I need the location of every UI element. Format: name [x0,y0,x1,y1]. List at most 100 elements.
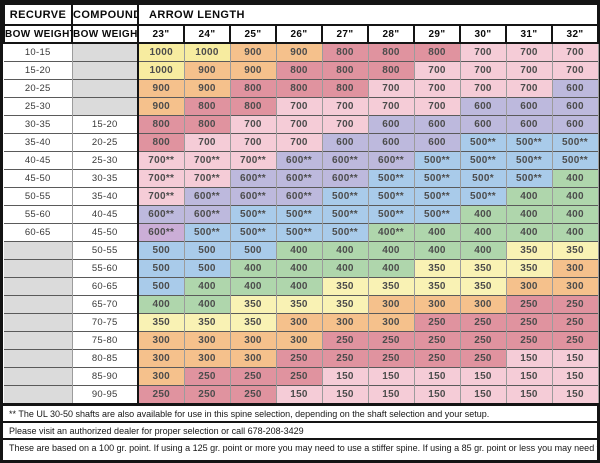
spine-cell: 600** [184,186,231,205]
spine-cell: 150 [506,366,553,385]
spine-cell: 700 [414,78,461,97]
spine-cell: 150 [414,366,461,385]
spine-cell: 350 [276,294,323,313]
spine-cell: 700 [230,114,277,133]
compound-weight-cell: 25-30 [72,150,139,169]
spine-cell: 300 [276,330,323,349]
spine-cell: 500 [184,258,231,277]
spine-cell: 150 [276,384,323,403]
column-header-length-26: 26" [275,24,323,44]
compound-weight-cell: 35-40 [72,186,139,205]
spine-cell: 700** [184,150,231,169]
column-header-length-27: 27" [321,24,369,44]
recurve-weight-cell [4,312,73,331]
spine-cell: 500** [322,222,369,241]
spine-cell: 150 [460,384,507,403]
spine-cell: 800 [276,60,323,79]
spine-cell: 250 [368,348,415,367]
header-row-main: RECURVE COMPOUND ARROW LENGTH [3,3,600,26]
compound-header: COMPOUND [71,3,139,26]
compound-weight-cell: 55-60 [72,258,139,277]
spine-cell: 250 [460,330,507,349]
table-row: 85-90 300 250 250 250 150 150 150 150 150 150 [4,366,599,385]
spine-cell: 150 [322,366,369,385]
spine-cell: 400 [552,186,599,205]
spine-cell: 300 [184,348,231,367]
spine-cell: 700 [184,132,231,151]
spine-cell: 300 [552,258,599,277]
spine-cell: 700** [230,150,277,169]
spine-cell: 150 [368,366,415,385]
spine-cell: 500** [322,204,369,223]
spine-cell: 250 [460,348,507,367]
spine-cell: 250 [552,330,599,349]
spine-cell: 900 [137,78,185,97]
table-row: 65-70 400 400 350 350 350 300 300 300 250 250 [4,294,599,313]
spine-cell: 400 [460,240,507,259]
spine-cell: 250 [506,294,553,313]
spine-cell: 900 [230,42,277,61]
spine-cell: 700 [368,78,415,97]
recurve-weight-cell: 10-15 [4,42,73,61]
spine-cell: 600 [414,114,461,133]
spine-cell: 150 [552,348,599,367]
spine-cell: 700 [230,132,277,151]
column-header-length-24: 24" [183,24,231,44]
recurve-weight-cell: 25-30 [4,96,73,115]
compound-weight-cell: 60-65 [72,276,139,295]
spine-cell: 800 [322,78,369,97]
compound-weight-cell: 80-85 [72,348,139,367]
spine-cell: 600** [368,150,415,169]
table-row: 55-60 500 500 400 400 400 400 350 350 350 300 [4,258,599,277]
spine-cell: 900 [230,60,277,79]
spine-cell: 900 [276,42,323,61]
spine-cell: 300 [137,330,185,349]
recurve-weight-cell: 55-60 [4,204,73,223]
recurve-weight-cell: 35-40 [4,132,73,151]
spine-cell: 700 [460,60,507,79]
spine-cell: 250 [184,384,231,403]
table-row: 50-55 500 500 500 400 400 400 400 400 350 350 [4,240,599,259]
spine-cell: 400 [322,258,369,277]
spine-cell: 500** [414,150,461,169]
spine-cell: 900 [137,96,185,115]
spine-cell: 250 [322,348,369,367]
spine-cell: 350 [230,294,277,313]
spine-cell: 400 [276,240,323,259]
spine-cell: 500** [230,204,277,223]
spine-cell: 300 [506,276,553,295]
footnotes-section: ** The UL 30-50 shafts are also availabl… [3,403,597,455]
table-row: 30-35 15-20 800 800 700 700 700 600 600 600 600 600 [4,114,599,133]
spine-cell: 400 [414,240,461,259]
spine-cell: 500 [184,240,231,259]
spine-cell: 500** [506,132,553,151]
spine-cell: 300 [230,330,277,349]
column-header-length-30: 30" [459,24,507,44]
spine-cell: 800 [322,42,369,61]
spine-cell: 800 [137,114,185,133]
recurve-weight-cell [4,330,73,349]
spine-cell: 600** [230,168,277,187]
spine-cell: 350 [414,276,461,295]
spine-cell: 250 [230,366,277,385]
spine-cell: 700 [276,96,323,115]
spine-cell: 250 [414,348,461,367]
spine-cell: 600 [506,96,553,115]
spine-cell: 500* [460,168,507,187]
spine-cell: 250 [322,330,369,349]
recurve-weight-cell [4,366,73,385]
spine-cell: 500** [322,186,369,205]
spine-cell: 600 [368,132,415,151]
table-row: 45-50 30-35 700** 700** 600** 600** 600** 500**… [4,168,599,187]
spine-cell: 600 [368,114,415,133]
spine-cell: 400 [322,240,369,259]
column-header-length-31: 31" [505,24,553,44]
spine-cell: 400 [460,222,507,241]
spine-cell: 250 [506,330,553,349]
spine-cell: 800 [414,42,461,61]
spine-cell: 300 [368,294,415,313]
spine-cell: 700 [506,42,553,61]
spine-cell: 150 [460,366,507,385]
spine-cell: 500 [137,240,185,259]
